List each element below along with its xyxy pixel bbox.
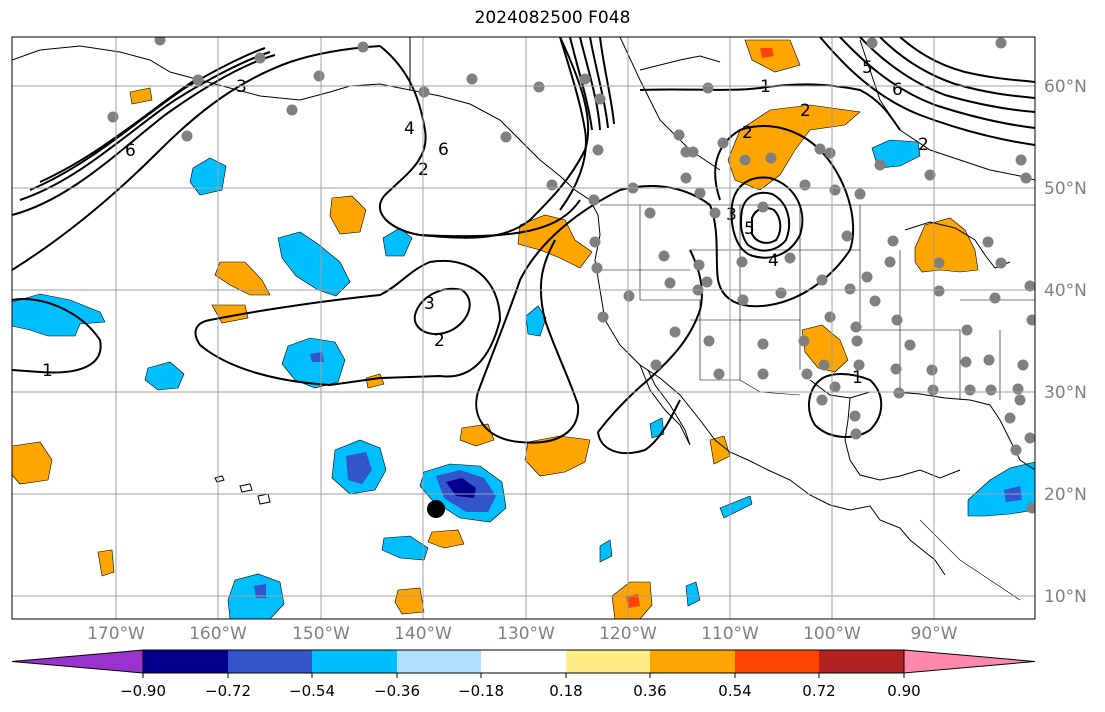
colorbar-tick-label: 0.36 [633, 682, 667, 700]
lat-label: 20°N [1044, 485, 1087, 505]
positive-anomaly-shape [97, 549, 115, 577]
negative-anomaly-shape [649, 417, 665, 439]
contour-lines [12, 37, 1035, 455]
lon-label: 110°W [701, 624, 759, 644]
contour-label: 1 [42, 361, 53, 381]
positive-anomaly-shape [394, 587, 425, 615]
negative-anomaly-shape [281, 337, 346, 389]
colorbar-segment [566, 650, 650, 673]
lat-label: 40°N [1044, 281, 1087, 301]
colorbar-tick-label: 0.90 [887, 682, 921, 700]
colorbar-tick-label: −0.90 [120, 682, 166, 700]
negative-anomaly-shape [12, 293, 106, 337]
colorbar-segment [819, 650, 904, 673]
storm-marker [427, 500, 445, 518]
positive-anomaly-shape [365, 373, 385, 389]
plot-frame [11, 36, 1036, 620]
contour-label: 2 [800, 101, 811, 121]
lon-label: 140°W [394, 624, 452, 644]
contour-label: 1 [852, 368, 863, 388]
lon-label: 90°W [910, 624, 958, 644]
colorbar-segment [481, 650, 566, 673]
contour-label: 6 [892, 80, 903, 100]
colorbar-tick-label: 0.54 [718, 682, 752, 700]
positive-anomaly-shape [329, 195, 367, 235]
negative-anomaly-shape [254, 584, 266, 598]
colorbar-extend-min [11, 649, 144, 674]
contour-label: 2 [742, 123, 753, 143]
station-dots [107, 37, 1035, 514]
contour-label: 2 [434, 331, 445, 351]
negative-anomaly-shape [967, 461, 1035, 517]
colorbar-tick-label: −0.36 [374, 682, 420, 700]
positive-anomaly-shape [760, 48, 774, 58]
contour-label: 6 [125, 141, 136, 161]
colorbar-frame [142, 649, 905, 674]
colorbar-tick-label: −0.54 [289, 682, 335, 700]
contour-label: 5 [862, 58, 873, 78]
negative-anomaly-shape [346, 452, 372, 484]
contour-label: 3 [424, 294, 435, 314]
positive-anomaly-shape [459, 423, 495, 447]
contour-label: 3 [726, 205, 737, 225]
colorbar-segment [735, 650, 819, 673]
contour-label: 1 [760, 77, 771, 97]
negative-anomaly-shape [525, 305, 547, 337]
colorbar-segment [650, 650, 735, 673]
colorbar-tick-label: −0.18 [458, 682, 504, 700]
lat-label: 30°N [1044, 383, 1087, 403]
colorbar-tick-label: 0.72 [802, 682, 836, 700]
colorbar [11, 649, 1036, 678]
colorbar-tick-label: −0.72 [205, 682, 251, 700]
contour-label: 4 [404, 119, 415, 139]
contour-label: 3 [236, 77, 247, 97]
lon-label: 130°W [497, 624, 555, 644]
positive-anomaly-shape [129, 87, 153, 105]
lon-label: 100°W [803, 624, 861, 644]
negative-anomaly-shape [144, 361, 185, 391]
lon-label: 150°W [292, 624, 350, 644]
lat-label: 50°N [1044, 179, 1087, 199]
colorbar-segment [312, 650, 397, 673]
negative-anomaly-shape [382, 227, 413, 257]
contour-label: 4 [768, 251, 779, 271]
lat-label: 10°N [1044, 587, 1087, 607]
colorbar-tick-label: 0.18 [549, 682, 583, 700]
positive-anomaly-shape [914, 217, 979, 273]
colorbar-segment [228, 650, 312, 673]
negative-anomaly-shape [277, 231, 351, 297]
colorbar-segment [143, 650, 228, 673]
positive-anomaly-shape [12, 441, 53, 485]
colorbar-segment [397, 650, 481, 673]
lon-label: 170°W [87, 624, 145, 644]
map-title: 2024082500 F048 [474, 8, 631, 28]
negative-anomaly-shape [719, 495, 753, 519]
graticule [12, 37, 1035, 619]
positive-anomaly-shape [427, 529, 465, 549]
negative-anomaly-shape [189, 157, 227, 196]
coastlines [12, 37, 1035, 601]
positive-anomaly-shape [801, 324, 849, 373]
positive-anomaly-shape [524, 435, 591, 477]
negative-anomaly-shape [685, 581, 701, 607]
lon-label: 120°W [599, 624, 657, 644]
negative-anomaly-shape [599, 539, 613, 563]
contour-label: 2 [918, 135, 929, 155]
negative-anomaly-shape [381, 535, 429, 561]
contour-label: 5 [744, 219, 755, 239]
lon-label: 160°W [189, 624, 247, 644]
negative-anomaly-shape [446, 478, 476, 498]
contour-label: 6 [438, 140, 449, 160]
anomaly-shading [12, 39, 1035, 619]
colorbar-extend-max [903, 649, 1036, 674]
lat-label: 60°N [1044, 77, 1087, 97]
positive-anomaly-shape [626, 594, 640, 608]
